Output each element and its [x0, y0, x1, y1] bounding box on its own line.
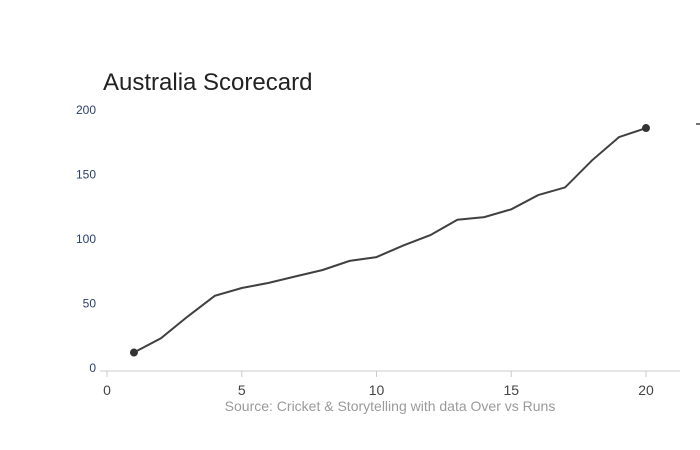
y-axis: 0 50 100 150 200 [76, 103, 96, 375]
x-axis: 0 5 10 15 20 [103, 371, 654, 398]
source-note: Source: Cricket & Storytelling with data… [225, 398, 556, 414]
y-tick-label: 100 [76, 232, 96, 246]
endpoint-markers [129, 123, 700, 357]
x-tick-label: 5 [238, 382, 246, 398]
series-line [133, 127, 647, 354]
data-point-marker [129, 348, 138, 357]
x-tick-label: 10 [369, 382, 385, 398]
y-tick-label: 150 [76, 168, 96, 182]
chart-title: Australia Scorecard [103, 69, 312, 96]
x-tick-label: 0 [103, 382, 111, 398]
y-tick-label: 200 [76, 103, 96, 117]
y-tick-label: 0 [89, 361, 96, 375]
y-tick-label: 50 [83, 297, 97, 311]
x-tick-label: 15 [503, 382, 519, 398]
data-point-marker [642, 124, 650, 133]
x-tick-label: 20 [638, 382, 654, 398]
